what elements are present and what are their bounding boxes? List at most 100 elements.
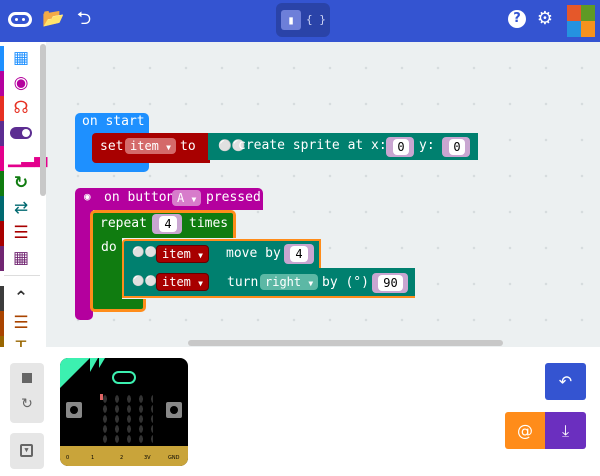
toolbox-category-music[interactable]: ☊ bbox=[0, 96, 40, 121]
sprite-variable-dropdown[interactable]: item ▼ bbox=[156, 245, 209, 263]
toggle-icon bbox=[8, 122, 34, 145]
button-a[interactable] bbox=[66, 402, 82, 418]
pin-3v[interactable]: 3V bbox=[144, 455, 151, 461]
create-sprite-label: create sprite at x: bbox=[238, 138, 387, 153]
folder-open-icon[interactable]: 📂 bbox=[42, 8, 65, 29]
by-degrees-label: by (°) bbox=[322, 275, 369, 290]
create-sprite-block[interactable]: ⚪⚪ create sprite at x: 0 y: 0 bbox=[208, 133, 478, 160]
sprite-variable-dropdown[interactable]: item ▼ bbox=[156, 273, 209, 291]
signal-icon: ▁▂▄ bbox=[8, 148, 48, 168]
dropdown-arrow-icon: ▼ bbox=[191, 195, 197, 204]
set-label: set bbox=[100, 139, 124, 154]
toolbox-category-logic[interactable]: ⇄ bbox=[0, 196, 40, 221]
toolbox-category-basic[interactable]: ▦ bbox=[0, 46, 40, 71]
microsoft-logo-icon[interactable] bbox=[567, 5, 595, 37]
toolbox-category-advanced[interactable]: ⌃ bbox=[0, 286, 40, 311]
download-icon: ⤓ bbox=[561, 421, 570, 440]
variable-name: item bbox=[162, 275, 191, 289]
turn-label: turn bbox=[227, 275, 259, 290]
editor-toggle[interactable]: ▮ { } bbox=[276, 3, 330, 37]
toolbox-category-input[interactable]: ◉ bbox=[0, 71, 40, 96]
lines-icon: ☰ bbox=[13, 223, 29, 243]
direction-dropdown[interactable]: right ▼ bbox=[260, 274, 319, 290]
microbit-simulator[interactable]: 0 1 2 3V GND bbox=[60, 358, 188, 466]
times-label: times bbox=[189, 216, 229, 231]
gear-icon[interactable]: ⚙ bbox=[536, 8, 554, 29]
target-icon: ◉ bbox=[13, 73, 29, 93]
puzzle-icon[interactable]: ▮ bbox=[281, 10, 301, 30]
on-button-label: on button bbox=[104, 190, 175, 205]
repeat-count-input[interactable]: 4 bbox=[159, 216, 177, 232]
variable-name: item bbox=[162, 247, 191, 261]
help-icon[interactable]: ? bbox=[508, 10, 526, 28]
to-label: to bbox=[180, 139, 196, 154]
toolbox-category-variables[interactable]: ☰ bbox=[0, 221, 40, 246]
variable-name: item bbox=[130, 139, 159, 153]
pin-2[interactable]: 2 bbox=[120, 455, 124, 461]
restart-icon[interactable]: ↻ bbox=[21, 396, 33, 412]
refresh-icon: ↻ bbox=[13, 173, 29, 193]
simulator-controls bbox=[10, 363, 44, 423]
gamepad-icon: ⚪⚪ bbox=[132, 276, 157, 287]
turn-value-input[interactable]: 90 bbox=[378, 275, 403, 291]
gamepad-icon: ⚪⚪ bbox=[132, 247, 157, 258]
do-label: do bbox=[101, 240, 117, 255]
move-by-label: move by bbox=[226, 246, 281, 261]
repeat-label: repeat bbox=[100, 216, 147, 231]
toolbox-category-loops[interactable]: ↻ bbox=[0, 171, 40, 196]
collapse-icon: ▼ bbox=[20, 444, 33, 457]
microbit-logo-icon bbox=[112, 371, 136, 384]
numbered-list-icon: ☰ bbox=[13, 313, 29, 333]
toolbox-category-math[interactable]: ▦ bbox=[0, 246, 40, 271]
toolbox-scrollbar[interactable] bbox=[40, 44, 46, 196]
button-value: A bbox=[177, 191, 185, 205]
dropdown-arrow-icon: ▼ bbox=[166, 143, 171, 152]
dropdown-arrow-icon: ▼ bbox=[198, 279, 203, 288]
share-icon[interactable]: ⮌ bbox=[76, 8, 92, 29]
sprite-move-block[interactable]: ⚪⚪ item ▼ move by 4 bbox=[122, 239, 321, 268]
toolbox-category-text[interactable]: T bbox=[0, 336, 40, 347]
toolbox-category-arrays[interactable]: ☰ bbox=[0, 311, 40, 336]
gamepad-icon: ⚪⚪ bbox=[218, 139, 246, 152]
download-button[interactable]: ⤓ bbox=[545, 412, 586, 449]
direction-value: right bbox=[265, 275, 302, 289]
header: 📂 ⮌ ▮ { } ? ⚙ bbox=[0, 0, 600, 42]
slow-mode-button[interactable]: @ bbox=[505, 412, 545, 449]
sprite-turn-block[interactable]: ⚪⚪ item ▼ turn right ▼ by (°) 90 bbox=[122, 268, 415, 298]
shuffle-icon: ⇄ bbox=[13, 198, 29, 218]
text-icon: T bbox=[8, 337, 34, 347]
headphones-icon: ☊ bbox=[13, 98, 29, 118]
corner-decoration bbox=[60, 358, 90, 388]
microbit-logo-icon[interactable] bbox=[8, 12, 32, 27]
pin-0[interactable]: 0 bbox=[66, 455, 70, 461]
chevron-up-icon: ⌃ bbox=[13, 288, 29, 308]
toolbox: ▦ ◉ ☊ ▁▂▄ ↻ ⇄ ☰ ▦ ⌃ ☰ T bbox=[0, 42, 48, 347]
snail-icon: @ bbox=[517, 421, 533, 440]
set-variable-block[interactable]: set item ▼ to bbox=[92, 133, 210, 163]
button-dropdown[interactable]: A ▼ bbox=[172, 190, 202, 206]
pin-gnd[interactable]: GND bbox=[168, 455, 180, 461]
toolbox-category-radio[interactable]: ▁▂▄ bbox=[0, 146, 48, 171]
move-value-input[interactable]: 4 bbox=[290, 246, 308, 262]
workspace-scrollbar[interactable] bbox=[188, 340, 503, 346]
dropdown-arrow-icon: ▼ bbox=[308, 279, 314, 288]
variable-dropdown[interactable]: item ▼ bbox=[125, 138, 176, 154]
x-input[interactable]: 0 bbox=[393, 139, 409, 155]
pressed-label: pressed bbox=[206, 190, 261, 205]
button-b[interactable] bbox=[166, 402, 182, 418]
toolbox-divider bbox=[4, 275, 40, 276]
y-input[interactable]: 0 bbox=[449, 139, 465, 155]
javascript-toggle[interactable]: { } bbox=[306, 13, 326, 26]
stop-icon[interactable] bbox=[22, 373, 32, 383]
pin-1[interactable]: 1 bbox=[91, 455, 95, 461]
dropdown-arrow-icon: ▼ bbox=[198, 251, 203, 260]
undo-button[interactable]: ↶ bbox=[545, 363, 586, 400]
calculator-icon: ▦ bbox=[12, 248, 30, 268]
undo-icon: ↶ bbox=[558, 372, 573, 391]
led-matrix bbox=[99, 394, 153, 444]
collapse-button[interactable] bbox=[10, 433, 44, 469]
grid-icon: ▦ bbox=[12, 48, 30, 68]
lit-led bbox=[100, 394, 103, 400]
edge-connector: 0 1 2 3V GND bbox=[60, 446, 188, 466]
toolbox-category-led[interactable] bbox=[0, 121, 40, 146]
